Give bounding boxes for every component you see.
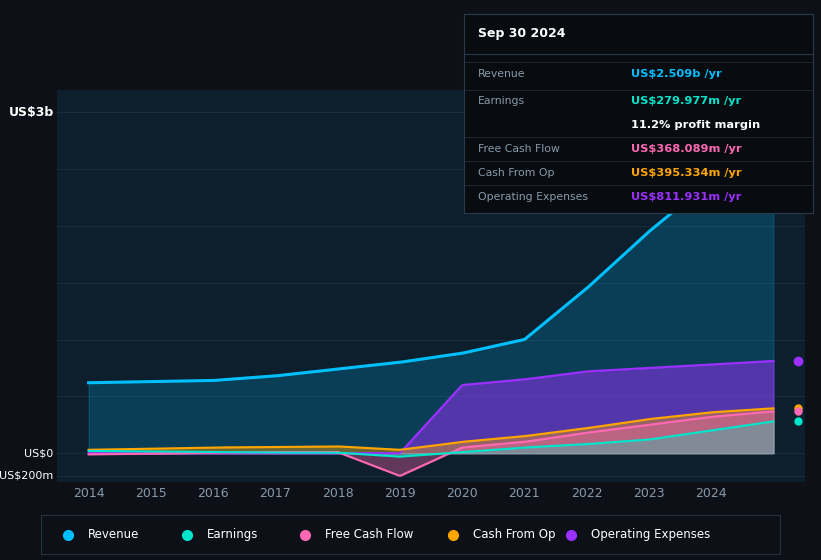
Text: Cash From Op: Cash From Op [473, 528, 555, 542]
Text: US$368.089m /yr: US$368.089m /yr [631, 144, 742, 154]
Text: US$279.977m /yr: US$279.977m /yr [631, 96, 741, 106]
Text: Operating Expenses: Operating Expenses [591, 528, 710, 542]
Text: US$811.931m /yr: US$811.931m /yr [631, 192, 741, 202]
Text: Earnings: Earnings [207, 528, 258, 542]
Text: Revenue: Revenue [478, 69, 525, 78]
Text: Cash From Op: Cash From Op [478, 168, 554, 178]
Text: US$2.509b /yr: US$2.509b /yr [631, 69, 722, 78]
Text: Operating Expenses: Operating Expenses [478, 192, 588, 202]
Text: 11.2% profit margin: 11.2% profit margin [631, 120, 760, 130]
Text: Free Cash Flow: Free Cash Flow [478, 144, 560, 154]
Text: US$0: US$0 [25, 448, 53, 458]
Text: Sep 30 2024: Sep 30 2024 [478, 27, 566, 40]
Text: US$395.334m /yr: US$395.334m /yr [631, 168, 742, 178]
Text: Earnings: Earnings [478, 96, 525, 106]
Text: Free Cash Flow: Free Cash Flow [325, 528, 413, 542]
Text: Revenue: Revenue [89, 528, 140, 542]
Text: US$3b: US$3b [8, 106, 53, 119]
Text: -US$200m: -US$200m [0, 471, 53, 481]
